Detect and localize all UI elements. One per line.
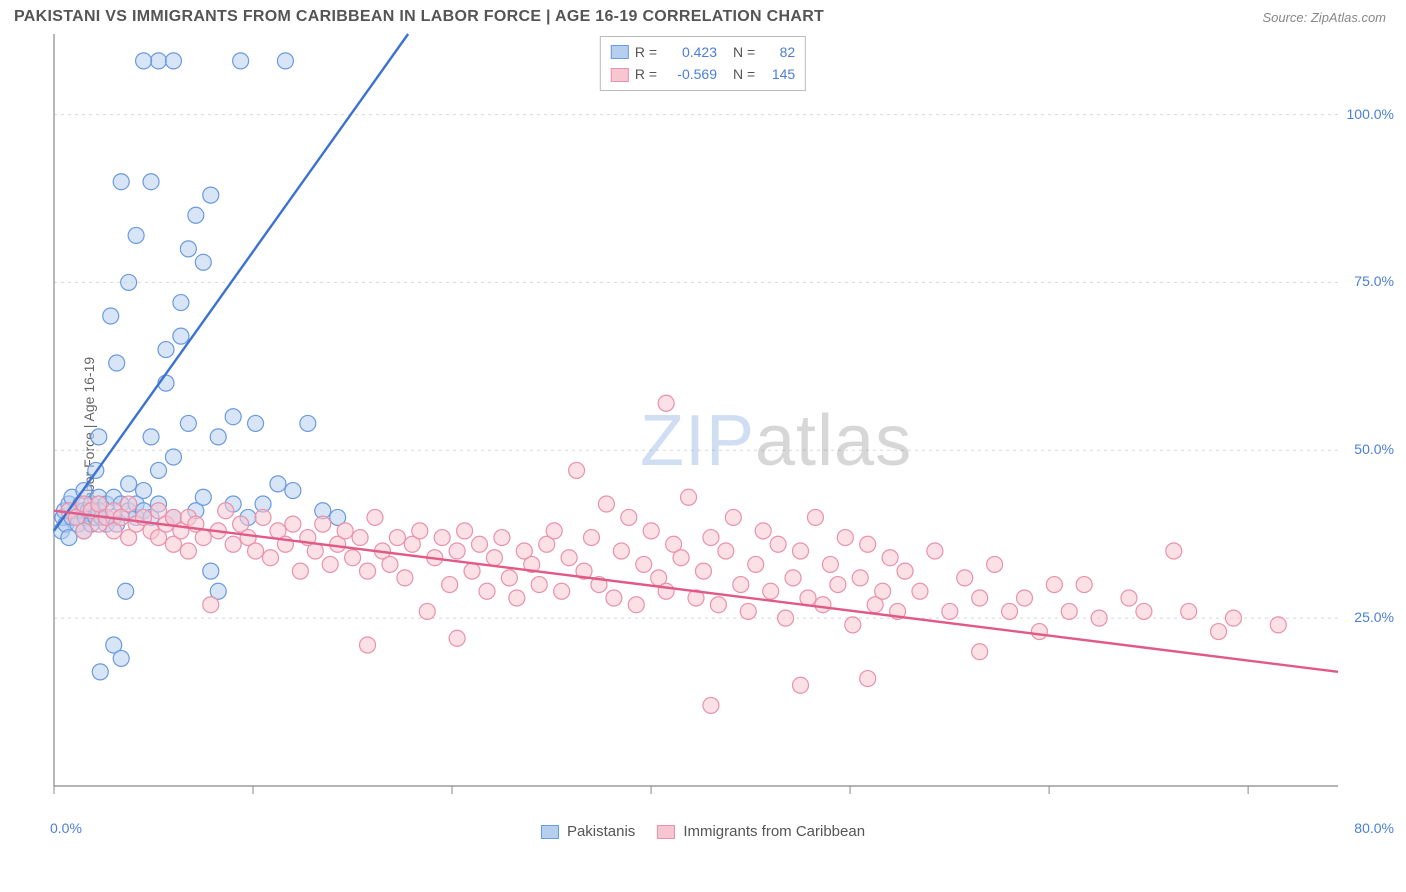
- chart-header: PAKISTANI VS IMMIGRANTS FROM CARIBBEAN I…: [0, 0, 1406, 30]
- legend-item-pakistanis: Pakistanis: [541, 823, 635, 840]
- y-tick-label: 75.0%: [1354, 273, 1394, 289]
- x-tick-label: 80.0%: [1354, 820, 1394, 836]
- legend-row-caribbean: R = -0.569 N = 145: [611, 63, 795, 85]
- swatch-caribbean-icon: [657, 825, 675, 839]
- legend-row-pakistanis: R = 0.423 N = 82: [611, 41, 795, 63]
- scatter-plot-svg: [48, 30, 1388, 810]
- swatch-pakistanis-icon: [541, 825, 559, 839]
- chart-source: Source: ZipAtlas.com: [1262, 10, 1386, 25]
- y-tick-label: 50.0%: [1354, 441, 1394, 457]
- plot-area: In Labor Force | Age 16-19 ZIPatlas R = …: [0, 30, 1406, 850]
- swatch-pakistanis: [611, 45, 629, 59]
- series-legend: Pakistanis Immigrants from Caribbean: [541, 823, 865, 840]
- chart-title: PAKISTANI VS IMMIGRANTS FROM CARIBBEAN I…: [14, 8, 824, 26]
- correlation-legend: R = 0.423 N = 82 R = -0.569 N = 145: [600, 36, 806, 91]
- legend-item-caribbean: Immigrants from Caribbean: [657, 823, 865, 840]
- x-tick-label: 0.0%: [50, 820, 82, 836]
- y-tick-label: 25.0%: [1354, 609, 1394, 625]
- swatch-caribbean: [611, 68, 629, 82]
- y-tick-label: 100.0%: [1347, 106, 1394, 122]
